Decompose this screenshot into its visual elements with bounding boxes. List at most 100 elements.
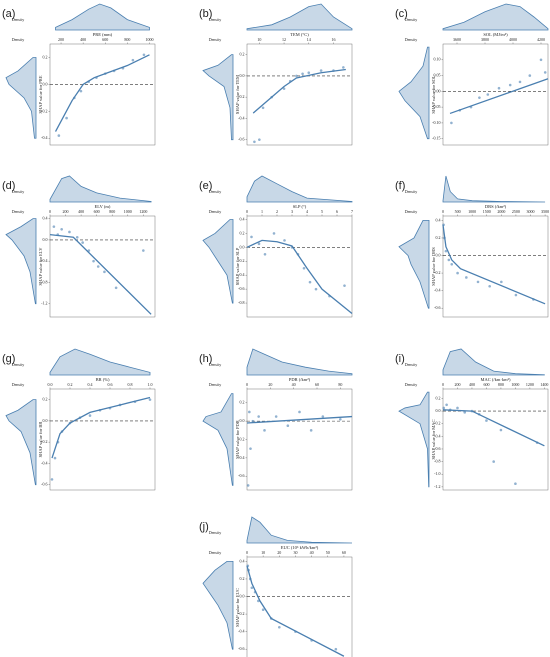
x-tick-label: 800 [498,382,504,387]
y-density [202,560,234,650]
point [497,86,501,90]
trend-line [49,233,152,315]
x-tick-label: 1 [261,209,263,214]
point [442,406,446,410]
point [301,72,304,76]
point [485,419,488,422]
y-axis-label: SHAP value for SOL [431,75,436,113]
x-tick-label: 60 [342,550,346,555]
y-tick-label: -1.2 [41,301,47,306]
point [263,253,267,256]
x-tick-label: 3500 [541,209,549,214]
point [261,608,265,611]
y-tick-label: 0.4 [436,217,441,222]
panel-label: (c) [395,8,408,20]
x-tick-label: 1400 [540,382,548,387]
trend-line [51,396,151,459]
x-tick-label: 4000 [509,37,517,42]
x-tick-label: 0.0 [48,382,53,387]
plot-frame [442,43,549,146]
point [298,410,301,414]
y-tick-label: 0.0 [43,418,48,423]
x-tick-label: 0 [246,550,248,555]
point [92,259,95,263]
point [486,93,490,96]
y-tick-label: 0.00 [434,88,441,93]
y-axis-label: SHAP value for MAC [431,420,436,460]
point [528,74,532,77]
plot-frame [442,388,549,491]
y-tick-label: 0.2 [240,400,245,405]
density-label: Density [209,209,221,214]
plot-frame [246,388,353,491]
point [286,424,290,428]
plot-frame [49,215,156,318]
point [476,280,480,284]
y-tick-label: -0.2 [238,436,244,441]
point [444,249,448,253]
x-tick-label: 0.8 [128,382,133,387]
y-tick-label: -0.8 [434,459,440,464]
x-tick-label: 12 [282,37,286,42]
x-tick-label: 200 [63,209,69,214]
y-tick-label: -1.2 [434,484,440,489]
y-tick-label: -0.4 [238,629,244,634]
x-tick-label: 600 [102,37,108,42]
x-density [246,175,353,203]
point [514,482,517,485]
panel-label: (j) [199,521,209,533]
y-tick-label: -0.4 [434,433,440,438]
y-tick-label: -0.6 [238,286,244,291]
point [450,263,454,266]
density-label: Density [209,550,221,555]
point [499,428,503,432]
x-tick-label: 80 [338,382,342,387]
x-tick-label: 3800 [481,37,489,42]
point [334,647,338,651]
density-label: Density [209,530,221,535]
point [307,71,311,75]
point [339,418,342,421]
point [57,134,61,137]
point [314,287,318,291]
density-label: Density [405,362,417,367]
y-tick-label: -0.2 [238,611,244,616]
density-label: Density [209,37,221,42]
x-tick-label: 1000 [145,37,153,42]
y-tick-label: -0.6 [41,482,47,487]
point [514,293,518,297]
y-axis-label: SHAP value for DRS [431,247,436,286]
density-label: Density [12,37,24,42]
density-label: Density [209,362,221,367]
point [518,80,522,84]
point [447,258,451,262]
point [539,58,543,62]
x-tick-label: 0.4 [88,382,93,387]
x-tick-label: 0.6 [108,382,113,387]
density-label: Density [12,362,24,367]
density-label: Density [12,17,24,22]
point [456,406,459,410]
x-axis-label: PDR (/km²) [289,377,311,382]
y-tick-label: 0.0 [240,73,245,78]
panel-label: (a) [2,8,15,20]
panel-label: (f) [395,180,405,192]
point [295,74,298,78]
point [103,270,106,274]
x-tick-label: 3 [291,209,293,214]
x-axis-label: SOL (MJ/m²) [483,32,508,37]
point [81,241,84,244]
y-tick-label: -0.8 [41,279,47,284]
y-tick-label: -0.6 [434,446,440,451]
x-tick-label: 400 [78,209,84,214]
x-tick-label: 400 [80,37,86,42]
point [456,271,459,275]
y-tick-label: -0.4 [434,288,440,293]
x-tick-label: 400 [469,382,475,387]
y-density [202,219,234,304]
point [308,280,312,284]
x-tick-label: 4200 [537,37,545,42]
y-tick-label: -0.4 [238,272,244,277]
point [52,225,56,228]
